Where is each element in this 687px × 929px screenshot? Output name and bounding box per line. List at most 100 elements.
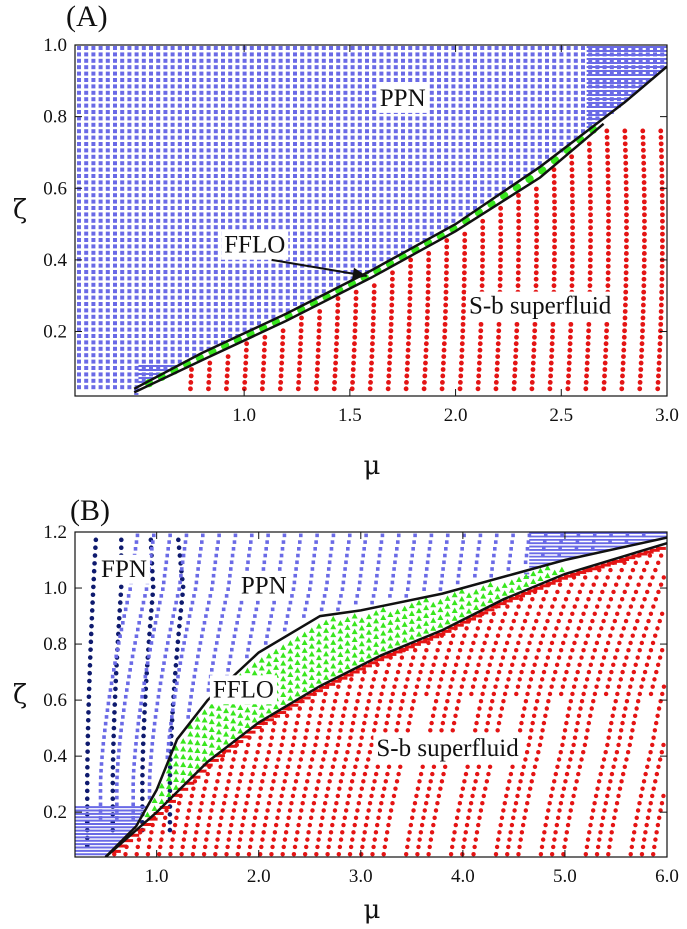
ppn-point — [167, 735, 172, 739]
ppn-point — [168, 627, 173, 632]
sb-point — [420, 662, 425, 668]
sb-point — [515, 283, 521, 289]
ppn-point — [113, 218, 117, 223]
sb-point — [605, 263, 611, 269]
ppn-point — [103, 721, 108, 726]
ppn-point — [350, 129, 355, 134]
ppn-point — [169, 721, 173, 726]
ppn-point — [559, 110, 564, 114]
sb-point — [245, 793, 251, 799]
fflo-point — [201, 732, 208, 739]
ppn-point — [388, 594, 392, 598]
ppn-point — [537, 84, 542, 89]
ppn-point — [149, 289, 153, 294]
sb-point — [408, 713, 413, 718]
ppn-point — [408, 116, 413, 121]
panel-a-xlabel: μ — [364, 451, 381, 481]
ppn-point — [192, 206, 197, 210]
sb-point — [585, 334, 591, 340]
sb-point — [461, 296, 467, 301]
sb-point — [329, 771, 334, 777]
sb-point — [189, 793, 195, 799]
ppn-point — [229, 560, 234, 565]
ppn-point — [170, 270, 175, 274]
fflo-point — [451, 599, 458, 606]
ppn-point — [134, 334, 139, 338]
ppn-point — [271, 302, 276, 306]
sb-point — [531, 347, 537, 353]
sb-point — [659, 205, 665, 211]
ppn-point — [293, 270, 297, 274]
ppn-point — [156, 359, 161, 364]
ppn-point — [77, 167, 81, 172]
ppn-point — [206, 97, 211, 102]
sb-point — [642, 231, 647, 237]
ppn-point — [298, 533, 303, 538]
ppn-point — [98, 378, 103, 383]
ppn-point — [321, 257, 326, 262]
ppn-point — [163, 567, 168, 571]
sb-point — [243, 347, 249, 353]
fpn-point — [176, 537, 181, 543]
ppn-point — [293, 46, 297, 50]
ppn-point — [487, 186, 492, 191]
ppn-point — [91, 78, 96, 82]
fflo-point — [201, 716, 208, 723]
ppn-point — [156, 231, 161, 236]
x-tick-label: 1.0 — [232, 405, 256, 426]
sb-point — [408, 270, 413, 276]
fflo-point — [173, 753, 180, 759]
ppn-point — [249, 199, 254, 204]
ppn-point — [242, 193, 247, 198]
sb-point — [298, 341, 303, 347]
ppn-point — [357, 180, 362, 185]
sb-point — [404, 367, 410, 372]
ppn-point — [192, 84, 197, 89]
ppn-point — [149, 199, 153, 204]
ppn-point — [343, 122, 348, 127]
sb-point — [425, 793, 430, 799]
ppn-point — [300, 257, 305, 262]
sb-point — [174, 815, 179, 820]
sb-point — [446, 691, 452, 697]
ppn-point — [285, 78, 290, 82]
ppn-point — [559, 52, 564, 57]
fflo-point — [180, 769, 187, 775]
ppn-point — [84, 359, 89, 364]
ppn-point — [581, 71, 585, 76]
ppn-point — [98, 366, 103, 370]
ppn-point — [408, 71, 413, 76]
ppn-point — [422, 186, 427, 191]
sb-point — [296, 822, 301, 828]
ppn-point — [235, 212, 240, 217]
ppn-point — [113, 302, 117, 306]
ppn-point — [437, 135, 441, 140]
fflo-point — [215, 728, 222, 735]
ppn-point — [105, 161, 110, 166]
sb-point — [443, 289, 449, 295]
ppn-point — [537, 110, 542, 114]
ppn-point — [617, 71, 621, 76]
sb-point — [383, 837, 389, 842]
ppn-point — [185, 78, 189, 82]
ppn-point — [458, 193, 463, 198]
ppn-point — [77, 212, 81, 217]
sb-point — [494, 367, 500, 372]
sb-point — [297, 354, 303, 360]
sb-point — [347, 851, 353, 857]
ppn-point — [235, 327, 240, 332]
sb-point — [186, 808, 192, 813]
ppn-point — [110, 674, 115, 679]
ppn-point — [408, 52, 413, 57]
ppn-point — [307, 129, 312, 134]
ppn-point — [509, 135, 513, 140]
ppn-point — [177, 327, 182, 332]
ppn-point — [285, 52, 290, 57]
ppn-point — [84, 58, 89, 63]
sb-point — [361, 779, 366, 784]
ppn-point — [155, 614, 159, 618]
ppn-point — [231, 547, 236, 551]
ppn-point — [141, 116, 146, 121]
ppn-point — [213, 647, 218, 652]
ppn-point — [177, 103, 182, 108]
